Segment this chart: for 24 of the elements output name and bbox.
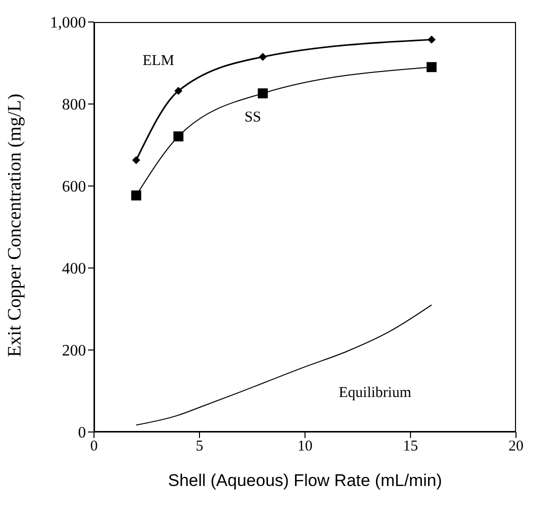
- point: [173, 131, 184, 142]
- point: [131, 190, 142, 200]
- y-tick-label: 600: [62, 178, 86, 196]
- point: [428, 36, 436, 44]
- point: [258, 88, 268, 98]
- y-tick-label: 800: [62, 96, 86, 114]
- x-tick-label: 5: [196, 438, 204, 455]
- x-tick-label: 20: [508, 438, 524, 455]
- point: [426, 62, 437, 72]
- line-series: [136, 304, 432, 426]
- x-axis-title: Shell (Aqueous) Flow Rate (mL/min): [168, 471, 442, 490]
- y-tick-label: 1,000: [50, 14, 86, 32]
- series-label: ELM: [142, 52, 174, 69]
- point: [258, 52, 267, 61]
- series-label: SS: [244, 109, 262, 126]
- series-label: Equilibrium: [338, 384, 412, 401]
- y-tick-label: 400: [62, 260, 86, 278]
- point: [174, 86, 182, 95]
- x-tick-label: 10: [298, 438, 312, 455]
- point: [132, 156, 140, 164]
- x-tick-label: 0: [90, 438, 98, 455]
- y-tick-label: 200: [62, 342, 86, 360]
- x-tick-label: 15: [403, 438, 418, 455]
- y-tick-label: 0: [78, 424, 86, 442]
